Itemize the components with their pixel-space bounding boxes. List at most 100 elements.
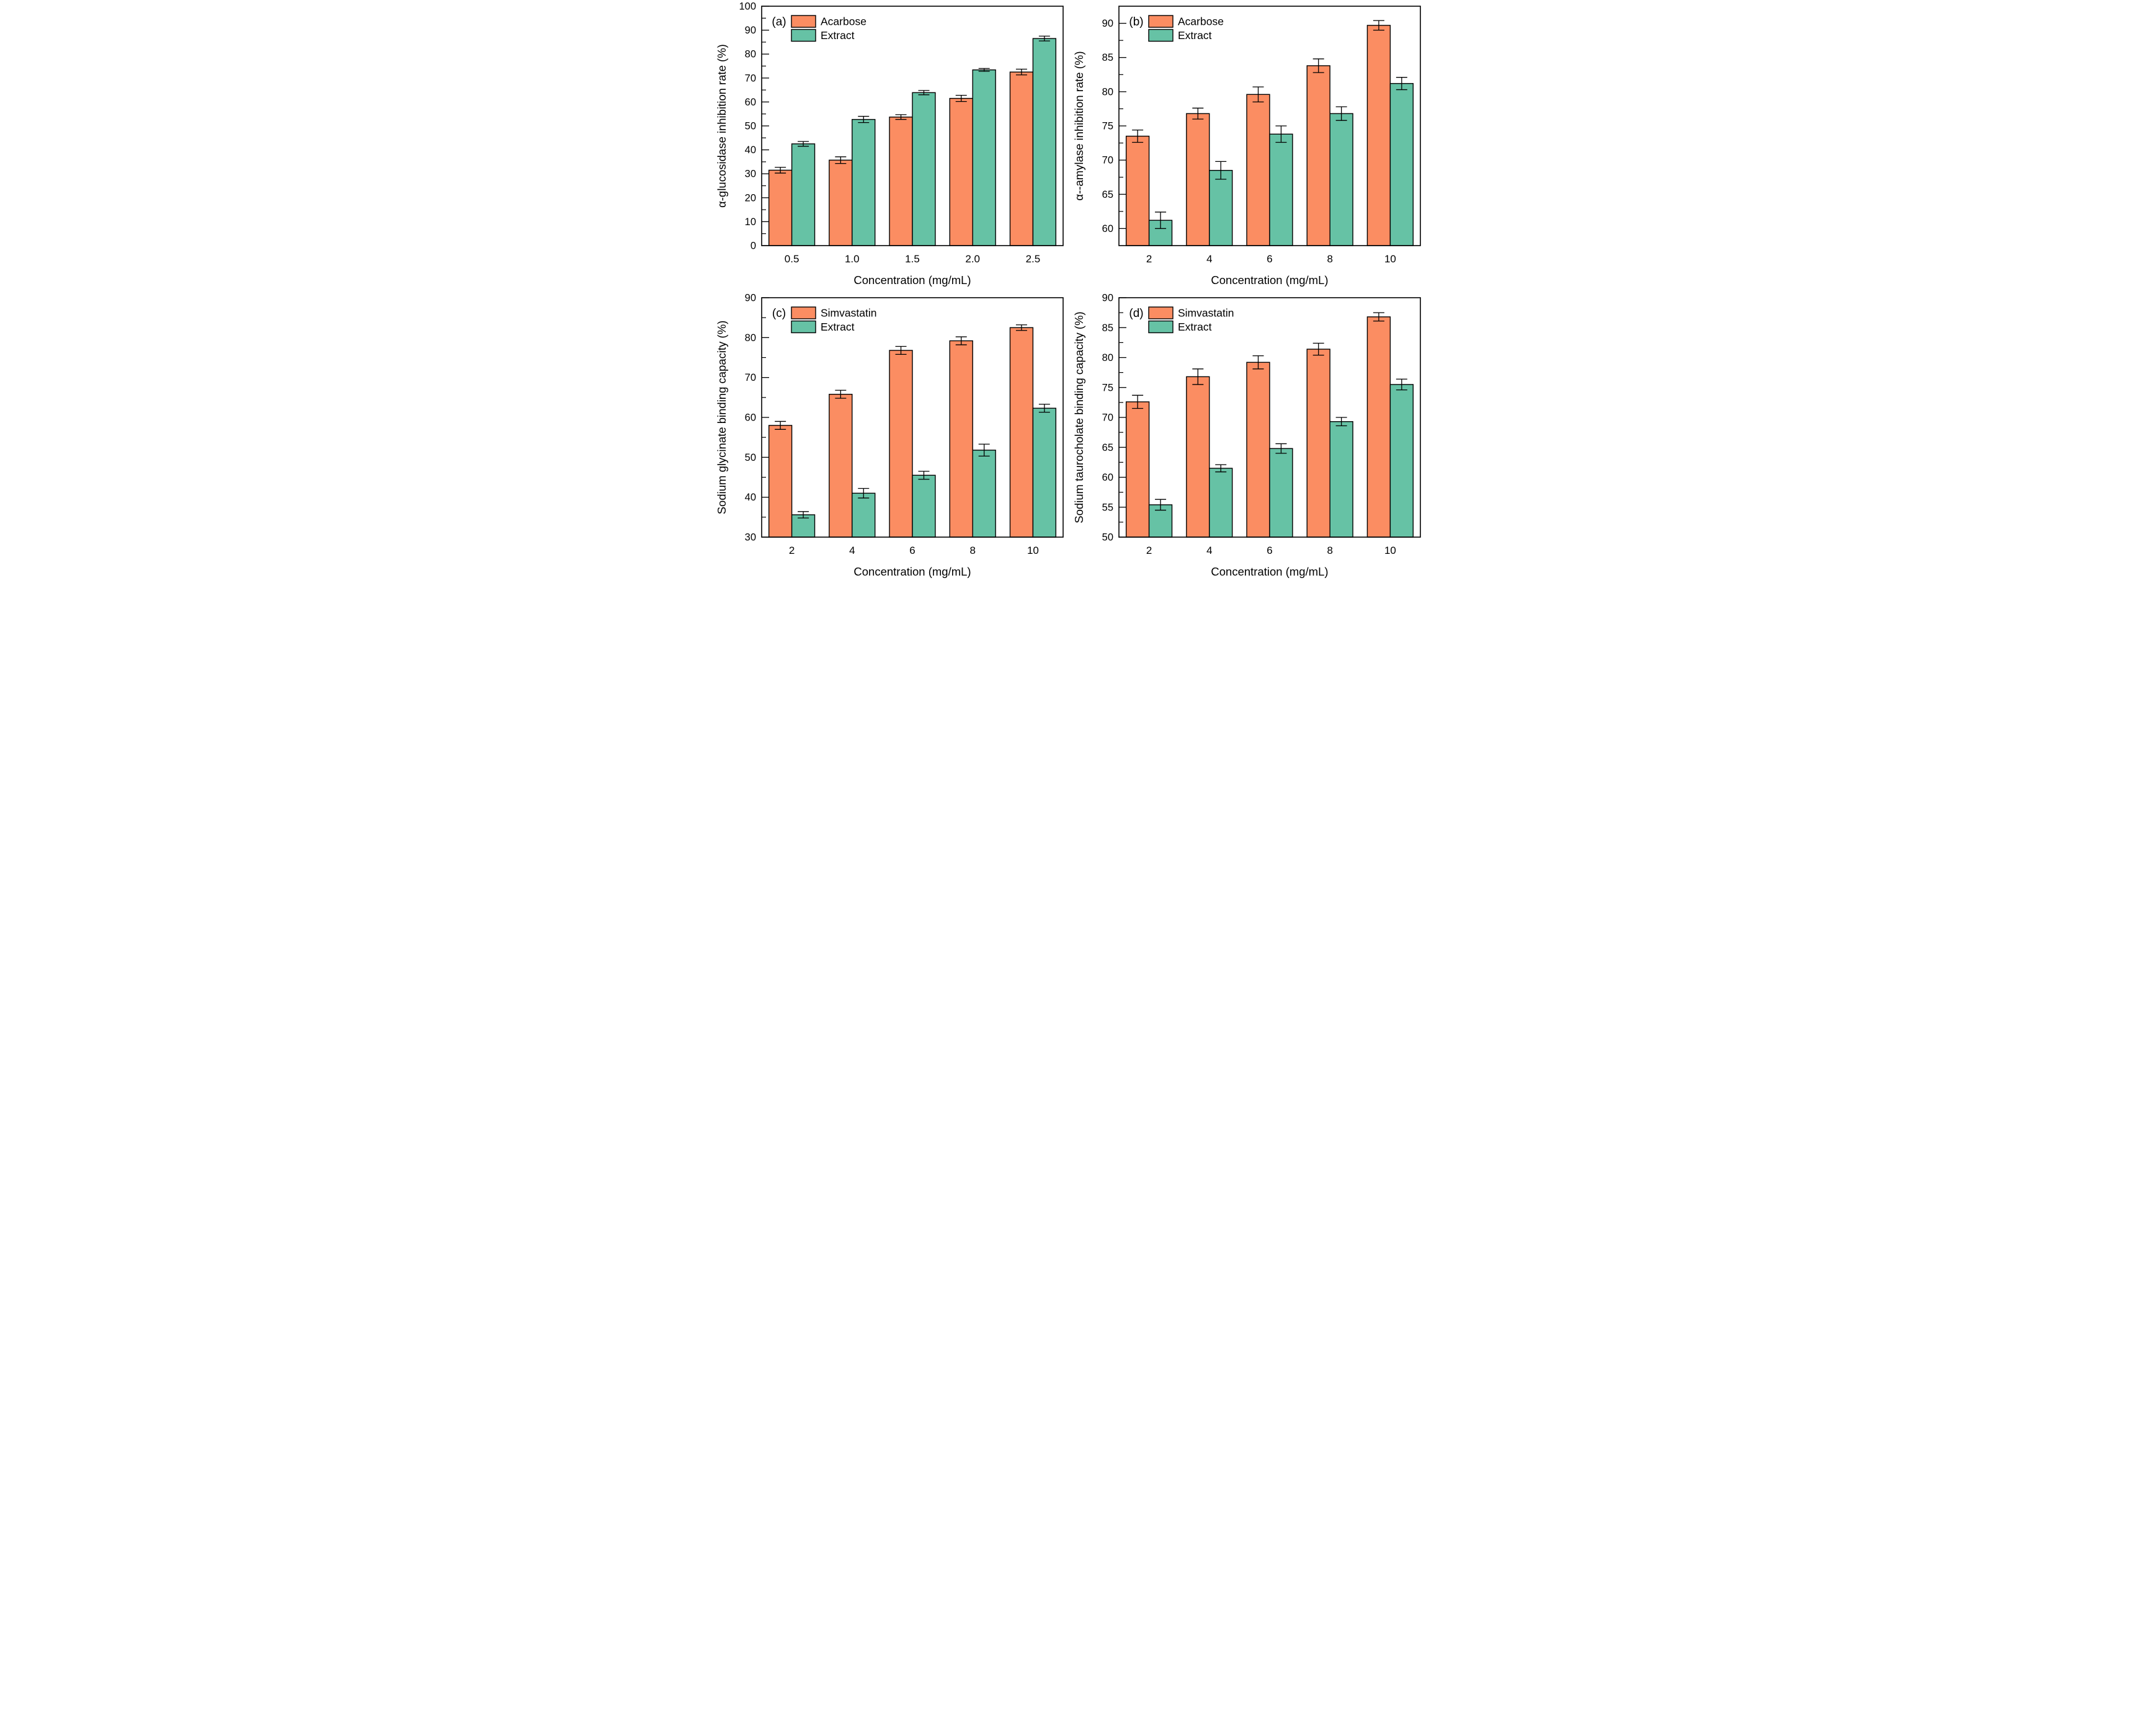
chart-text: 2.0 bbox=[965, 253, 980, 265]
x-axis-title: Concentration (mg/mL) bbox=[853, 565, 971, 578]
error-bars-extract bbox=[797, 35, 1050, 147]
legend: (d) Simvastatin Extract bbox=[1129, 306, 1234, 334]
chart-text: 90 bbox=[1102, 18, 1113, 29]
panel-d: 50 55 60 65 70 75 80 85 90 2 4 6 8 10 Concentration (m… bbox=[1069, 292, 1427, 583]
bar bbox=[1389, 384, 1414, 538]
bar bbox=[911, 474, 936, 538]
y-axis-title: α--amylase inhibition rate (%) bbox=[1072, 51, 1085, 201]
chart-text: 30 bbox=[744, 532, 755, 543]
bar bbox=[828, 393, 852, 538]
error-bar bbox=[1252, 86, 1264, 103]
chart-text: 90 bbox=[744, 25, 755, 36]
x-axis-title: Concentration (mg/mL) bbox=[1211, 565, 1328, 578]
x-axis-title: Concentration (mg/mL) bbox=[1211, 274, 1328, 287]
chart-text: 60 bbox=[1102, 223, 1113, 234]
plot-area bbox=[1125, 312, 1414, 538]
chart-text: 85 bbox=[1102, 323, 1113, 334]
error-bar bbox=[917, 90, 929, 96]
chart-text: 80 bbox=[744, 332, 755, 344]
chart-text: 70 bbox=[1102, 155, 1113, 166]
bar bbox=[1306, 349, 1330, 538]
error-bar bbox=[857, 487, 869, 499]
legend-swatch bbox=[790, 15, 816, 28]
bars-acarbose bbox=[1125, 25, 1391, 246]
bars-extract bbox=[791, 407, 1056, 538]
bar bbox=[1306, 65, 1330, 246]
y-axis: 60 65 70 75 80 85 90 bbox=[1102, 18, 1126, 234]
chart-text: 1.0 bbox=[844, 253, 859, 265]
error-bars-simvastatin bbox=[774, 324, 1027, 430]
bars-simvastatin bbox=[1125, 316, 1391, 538]
chart-text: 75 bbox=[1102, 121, 1113, 132]
x-axis: 0.5 1.0 1.5 2.0 2.5 bbox=[784, 253, 1040, 265]
bar bbox=[1245, 94, 1270, 246]
y-axis: 50 55 60 65 70 75 80 85 90 bbox=[1102, 293, 1126, 543]
chart-text: 80 bbox=[1102, 86, 1113, 97]
error-bar bbox=[797, 511, 809, 519]
chart-text: 70 bbox=[744, 372, 755, 383]
bar bbox=[1125, 401, 1149, 538]
chart-text: 10 bbox=[1384, 545, 1396, 556]
bar bbox=[1329, 113, 1353, 246]
chart-text: 65 bbox=[1102, 442, 1113, 453]
chart-text: 70 bbox=[1102, 412, 1113, 424]
chart-text: 2 bbox=[1146, 545, 1151, 556]
bars-extract bbox=[1148, 384, 1414, 538]
x-axis-title: Concentration (mg/mL) bbox=[853, 274, 971, 287]
error-bar bbox=[857, 115, 869, 123]
error-bar bbox=[895, 114, 907, 120]
chart-text: 2.5 bbox=[1025, 253, 1040, 265]
error-bar bbox=[1038, 35, 1050, 42]
error-bar bbox=[834, 389, 846, 399]
bar bbox=[1032, 38, 1056, 246]
legend-swatch bbox=[1147, 306, 1174, 319]
legend-label: Acarbose bbox=[1178, 16, 1224, 28]
error-bar bbox=[1373, 312, 1384, 322]
four-panel-bar-figure: 0 10 20 30 40 50 60 70 80 90 100 0.5 1.0 1.5 2.0 2.5 Con… bbox=[711, 0, 1427, 583]
bar bbox=[1125, 135, 1149, 246]
plot-area bbox=[768, 35, 1056, 246]
chart-text: 6 bbox=[1267, 545, 1272, 556]
chart-text: 65 bbox=[1102, 189, 1113, 200]
error-bar bbox=[774, 167, 786, 174]
chart-text: 4 bbox=[1206, 545, 1212, 556]
bars-extract bbox=[1148, 82, 1414, 246]
bar bbox=[1208, 169, 1232, 246]
y-axis: 0 10 20 30 40 50 60 70 80 90 100 bbox=[739, 1, 769, 252]
error-bar bbox=[1396, 77, 1407, 91]
chart-text: 60 bbox=[1102, 472, 1113, 483]
error-bar bbox=[834, 156, 846, 164]
error-bar bbox=[1214, 464, 1226, 473]
panel-letter: (d) bbox=[1129, 307, 1143, 320]
chart-text: 30 bbox=[744, 169, 755, 180]
error-bar bbox=[1252, 355, 1264, 370]
panel-b-chart: 60 65 70 75 80 85 90 2 4 6 8 10 Concentration (mg/mL… bbox=[1072, 6, 1421, 287]
y-axis-title: Sodium taurocholate binding capacity (%) bbox=[1072, 311, 1085, 523]
chart-text: 80 bbox=[744, 49, 755, 60]
error-bars-acarbose bbox=[1131, 20, 1384, 143]
bar bbox=[972, 450, 996, 538]
legend-swatch bbox=[1147, 29, 1174, 42]
legend-swatch bbox=[1147, 320, 1174, 334]
error-bars-extract bbox=[1154, 378, 1407, 511]
bar bbox=[911, 92, 936, 246]
panel-a-chart: 0 10 20 30 40 50 60 70 80 90 100 0.5 1.0 1.5 2.0 2.5 Con… bbox=[715, 1, 1064, 287]
panel-letter: (a) bbox=[772, 16, 786, 29]
panel-letter: (c) bbox=[772, 307, 785, 320]
chart-text: 90 bbox=[1102, 293, 1113, 304]
error-bar bbox=[1214, 161, 1226, 180]
chart-text: 50 bbox=[1102, 532, 1113, 543]
chart-text: 10 bbox=[744, 216, 755, 228]
panel-b: 60 65 70 75 80 85 90 2 4 6 8 10 Concentration (mg/mL… bbox=[1069, 0, 1427, 292]
chart-text: 8 bbox=[969, 545, 975, 556]
chart-text: 6 bbox=[1267, 253, 1272, 265]
chart-text: 8 bbox=[1327, 253, 1332, 265]
error-bar bbox=[1373, 20, 1384, 31]
legend-label: Extract bbox=[821, 29, 855, 42]
error-bars-extract bbox=[797, 404, 1050, 519]
chart-text: 0 bbox=[750, 241, 755, 252]
chart-text: 2 bbox=[788, 545, 794, 556]
error-bar bbox=[955, 336, 967, 345]
legend-label: Acarbose bbox=[821, 16, 866, 28]
chart-text: 2 bbox=[1146, 253, 1151, 265]
